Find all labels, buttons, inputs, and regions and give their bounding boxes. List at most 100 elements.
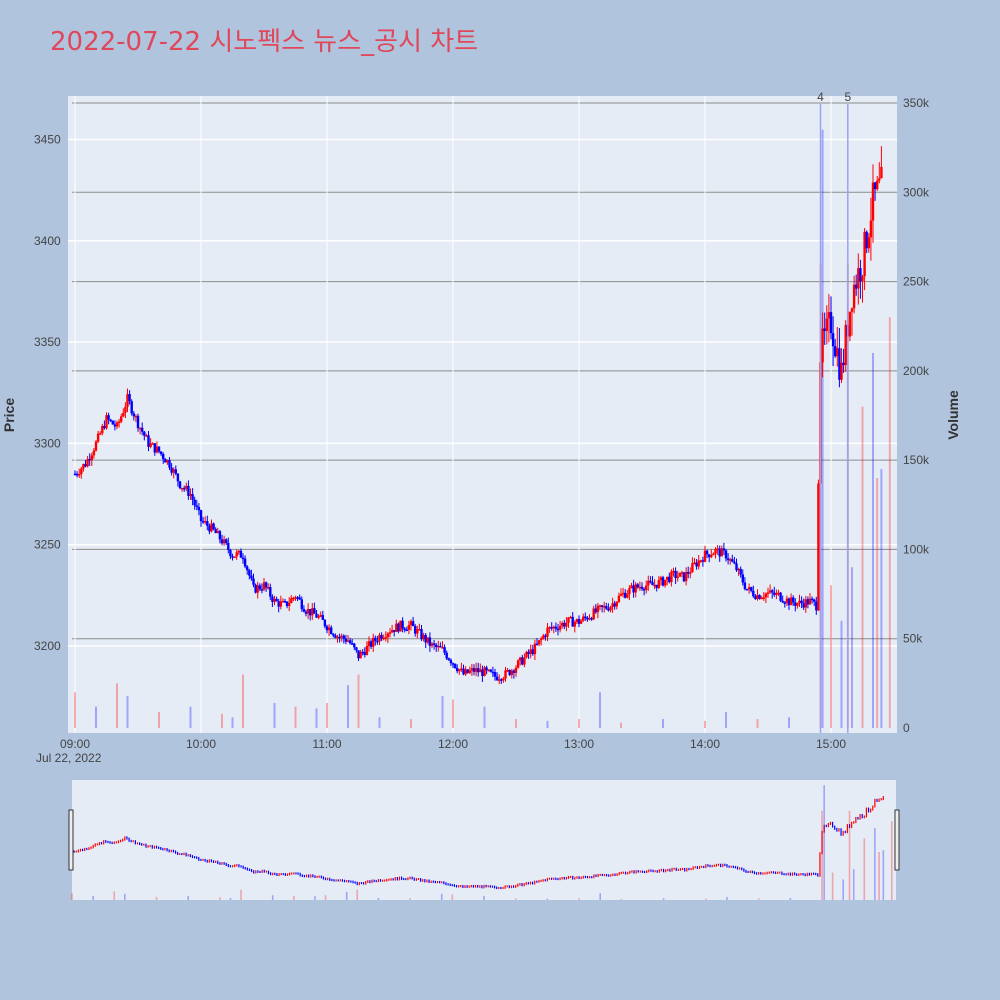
candle-body bbox=[216, 531, 219, 534]
candle-body bbox=[201, 520, 205, 523]
volume-bar bbox=[851, 567, 853, 728]
volume-bar bbox=[876, 478, 879, 728]
candle-body bbox=[239, 550, 243, 558]
range-slider-right-handle[interactable] bbox=[894, 809, 900, 871]
candle-body bbox=[267, 587, 270, 589]
candle-body bbox=[422, 634, 425, 640]
candle-body bbox=[502, 678, 505, 681]
candle-body bbox=[445, 652, 448, 659]
candle-body bbox=[132, 413, 135, 417]
candle-body bbox=[670, 571, 673, 583]
candle-body bbox=[288, 602, 291, 607]
candle-body bbox=[437, 645, 440, 648]
slider-volume-bar bbox=[514, 898, 517, 900]
slider-volume-bar bbox=[890, 821, 893, 900]
candle-body bbox=[218, 531, 222, 540]
candle-body bbox=[162, 454, 165, 460]
x-tick-label: 11:00 bbox=[312, 737, 341, 751]
news-marker-label: 4 bbox=[817, 90, 824, 104]
y-axis-title: Price bbox=[1, 398, 17, 432]
volume-bar bbox=[725, 711, 727, 728]
slider-volume-bar bbox=[483, 895, 485, 900]
candle-body bbox=[212, 523, 215, 530]
chart-title: 2022-07-22 시노펙스 뉴스_공시 차트 bbox=[50, 27, 478, 57]
candle-body bbox=[99, 433, 102, 435]
slider-volume-bar bbox=[546, 898, 549, 900]
slider-volume-bar bbox=[451, 894, 454, 900]
x-tick-label: 12:00 bbox=[438, 737, 468, 751]
candle-body bbox=[705, 550, 709, 555]
candle-body bbox=[130, 401, 133, 414]
candle-body bbox=[336, 636, 339, 639]
candle-body bbox=[430, 643, 434, 646]
candle-body bbox=[309, 609, 312, 616]
candle-body bbox=[836, 348, 839, 357]
plot-area[interactable] bbox=[68, 96, 897, 733]
slider-volume-bar bbox=[440, 893, 443, 900]
candle-body bbox=[227, 542, 230, 550]
candle-body bbox=[876, 180, 879, 190]
y2-tick-label: 50k bbox=[903, 632, 923, 646]
candle-body bbox=[348, 640, 352, 644]
candle-body bbox=[829, 312, 833, 334]
candle-body bbox=[361, 651, 364, 654]
candle-body bbox=[743, 582, 747, 589]
candle-body bbox=[762, 597, 765, 599]
candle-body bbox=[808, 598, 812, 605]
candle-body bbox=[531, 649, 534, 655]
y2-tick-label: 300k bbox=[903, 185, 930, 199]
slider-volume-bar bbox=[271, 895, 274, 900]
axis-ticks: 3200 3250 3300 3350 3400 3450 0 50k 100k 150k 200k… bbox=[34, 96, 930, 751]
gridlines bbox=[68, 96, 897, 733]
slider-volume-bar bbox=[377, 897, 380, 900]
candle-body bbox=[357, 650, 360, 659]
candle-body bbox=[525, 651, 528, 658]
candle-body bbox=[157, 446, 161, 452]
candle-body bbox=[285, 601, 289, 607]
candle-body bbox=[447, 658, 450, 660]
candle-body bbox=[592, 608, 595, 620]
candle-body bbox=[607, 608, 610, 611]
candle-body bbox=[699, 560, 702, 562]
candle-body bbox=[779, 592, 782, 601]
candle-body bbox=[756, 595, 759, 600]
candle-body bbox=[714, 548, 717, 554]
candle-body bbox=[666, 576, 669, 580]
candle-body bbox=[80, 468, 83, 475]
candle-body bbox=[128, 394, 131, 402]
candle-body bbox=[405, 629, 408, 632]
candle-body bbox=[605, 606, 608, 609]
candle-body bbox=[233, 556, 236, 559]
candle-body bbox=[479, 669, 482, 673]
volume-bar bbox=[599, 692, 601, 728]
volume-bar bbox=[452, 699, 454, 728]
volume-bar bbox=[483, 706, 486, 728]
candle-body bbox=[449, 659, 453, 664]
candle-body bbox=[96, 433, 100, 442]
candle-body bbox=[775, 592, 778, 595]
candle-body bbox=[582, 616, 585, 621]
range-slider[interactable] bbox=[72, 780, 896, 900]
candle-body bbox=[143, 431, 146, 436]
candle-body bbox=[573, 621, 576, 627]
candle-body bbox=[569, 616, 572, 619]
range-slider-left-handle[interactable] bbox=[68, 809, 74, 871]
candle-body bbox=[462, 668, 465, 675]
y-tick-label: 3400 bbox=[34, 234, 61, 248]
slider-volume-bar bbox=[842, 879, 844, 900]
candle-body bbox=[355, 647, 358, 651]
volume-bar bbox=[273, 703, 276, 728]
slider-volume-bar bbox=[662, 898, 665, 900]
candle-body bbox=[512, 670, 516, 673]
volume-bar bbox=[861, 406, 864, 728]
candle-body bbox=[571, 616, 574, 627]
candle-body bbox=[264, 582, 268, 588]
candle-body bbox=[750, 587, 753, 591]
candle-body bbox=[636, 584, 639, 588]
candle-body bbox=[850, 308, 854, 312]
candle-body bbox=[319, 615, 322, 617]
candle-body bbox=[842, 362, 845, 366]
candle-body bbox=[831, 333, 835, 347]
candle-body bbox=[498, 679, 501, 681]
